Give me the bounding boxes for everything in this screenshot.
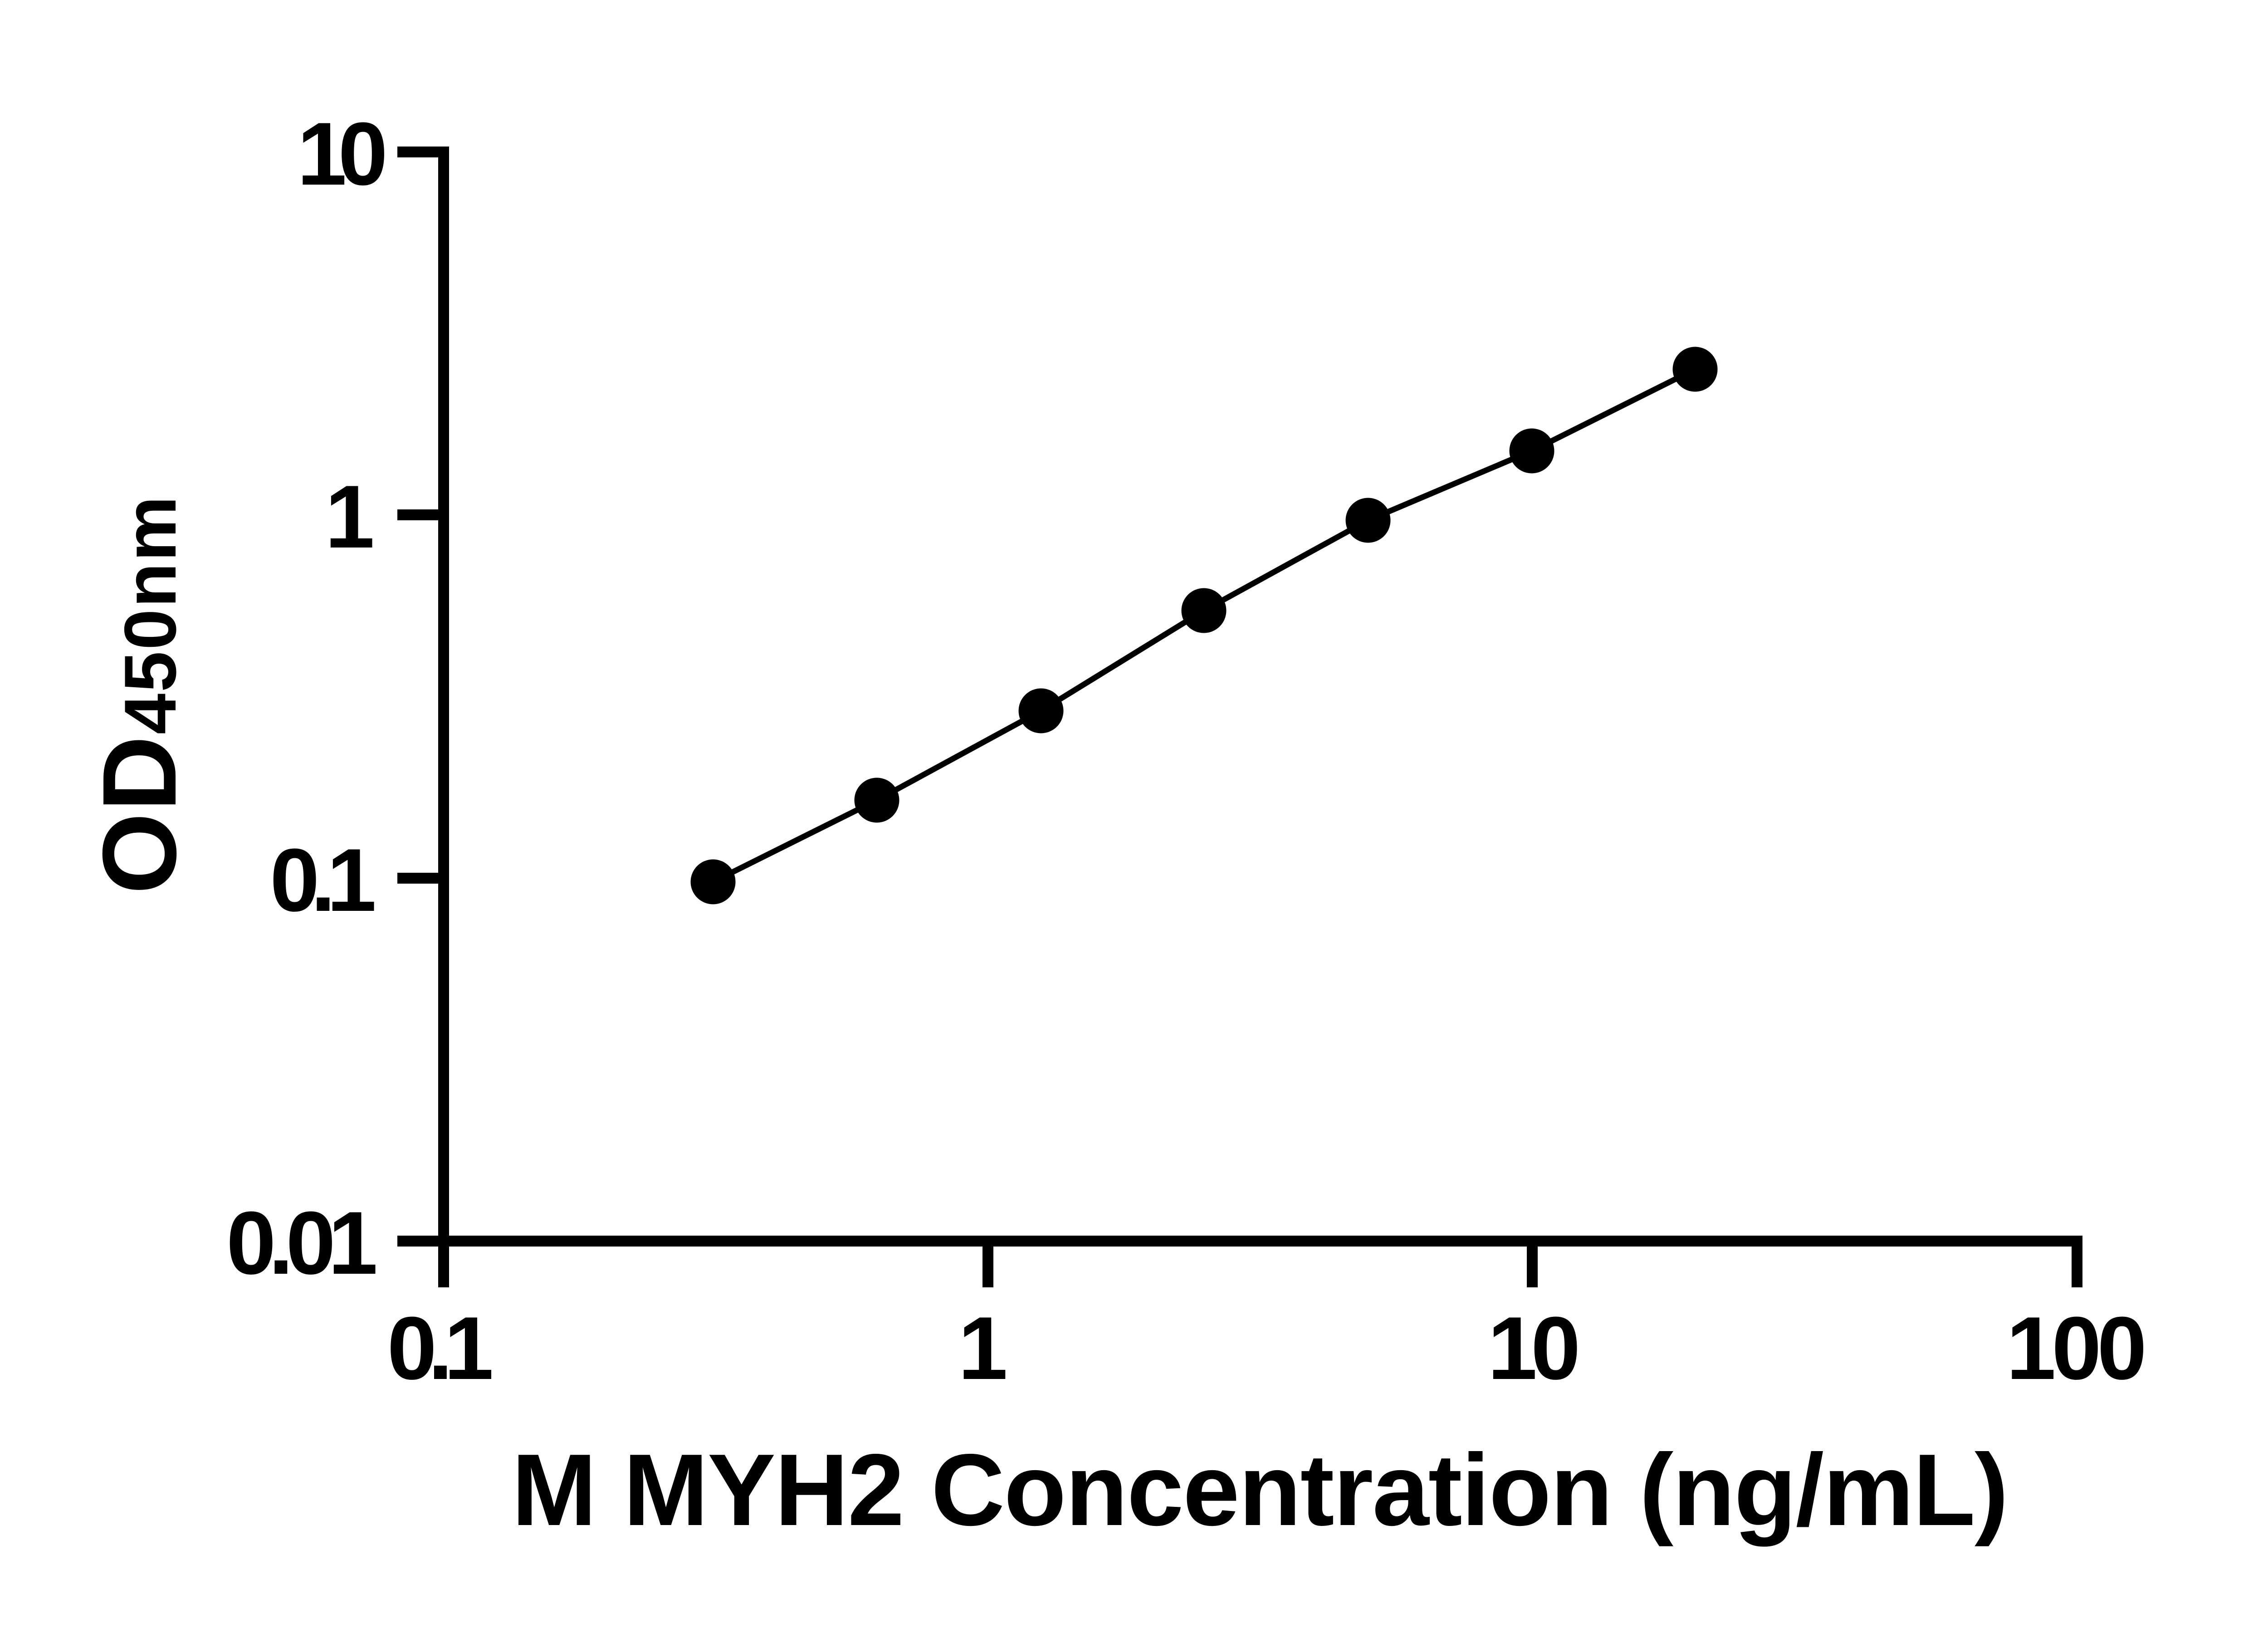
svg-text:M MYH2 Concentration (ng/mL): M MYH2 Concentration (ng/mL) <box>512 1433 2009 1547</box>
svg-text:10: 10 <box>1488 1298 1581 1398</box>
svg-text:OD450nm: OD450nm <box>81 495 198 895</box>
svg-text:1: 1 <box>325 467 375 567</box>
svg-text:0.01: 0.01 <box>226 1193 378 1293</box>
svg-text:0.1: 0.1 <box>270 830 376 930</box>
svg-text:1: 1 <box>958 1298 1008 1398</box>
svg-text:100: 100 <box>2006 1298 2147 1398</box>
svg-text:10: 10 <box>297 104 388 204</box>
svg-text:0.1: 0.1 <box>387 1298 494 1398</box>
